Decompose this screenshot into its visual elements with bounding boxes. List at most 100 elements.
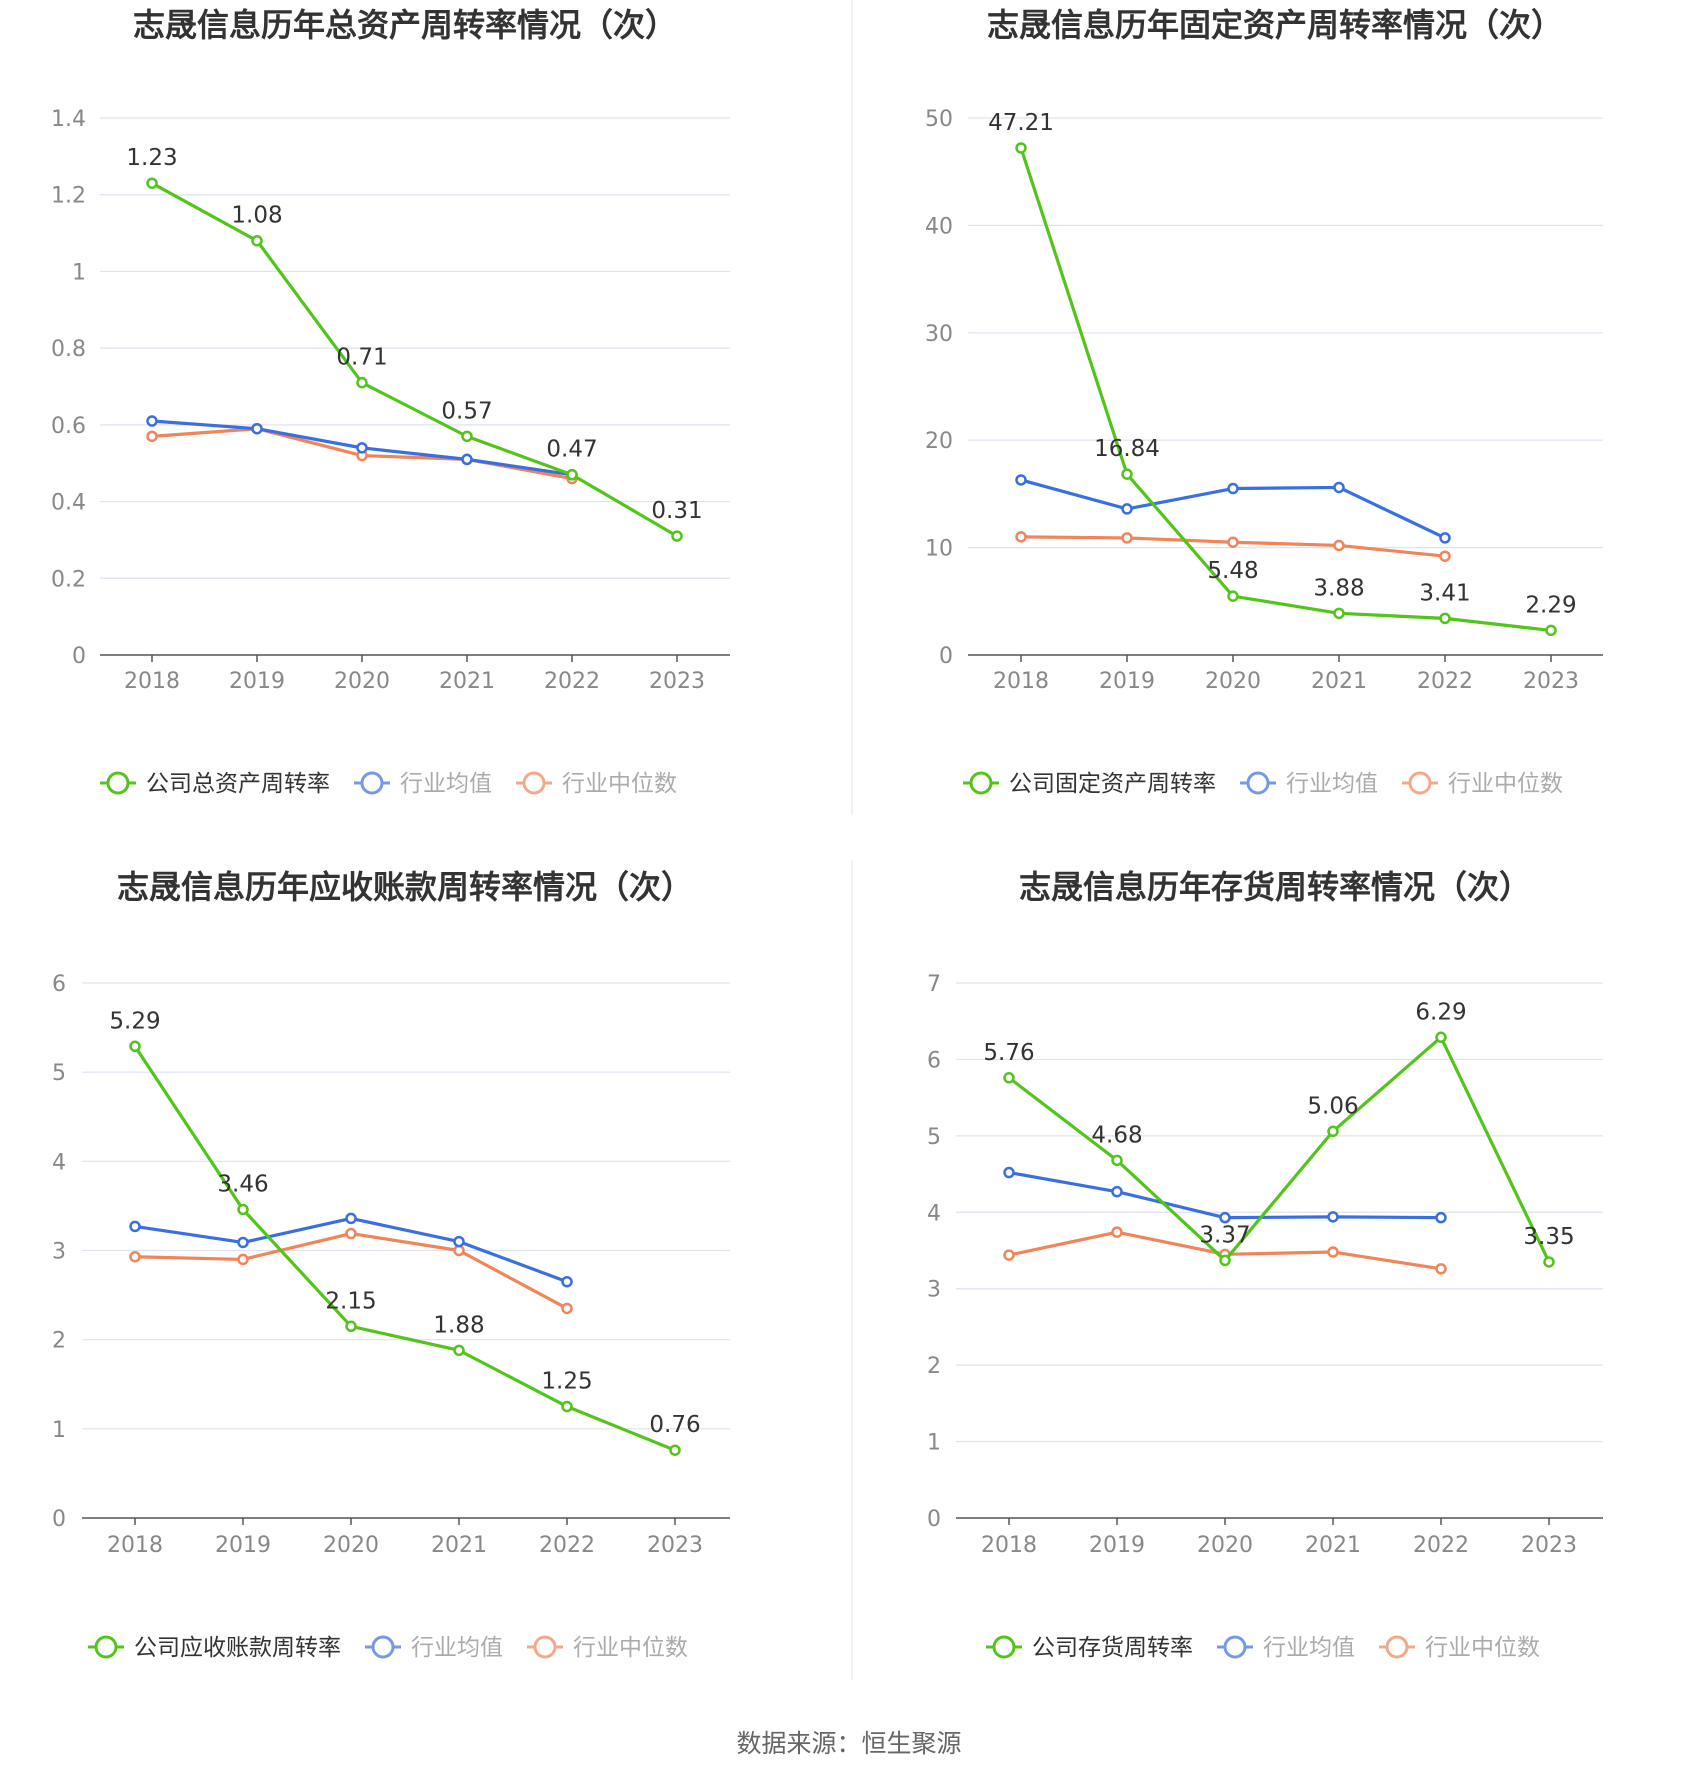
data-point-average: [453, 1235, 465, 1248]
legend-item-median: 行业中位数: [1379, 1635, 1540, 1661]
legend-marker: [1408, 771, 1432, 795]
x-tick-label: 2018: [981, 1533, 1037, 1558]
data-point-company: [356, 376, 368, 389]
data-label: 1.88: [433, 1312, 484, 1338]
legend-item-average: 行业均值: [1217, 1635, 1355, 1661]
chart-title: 志晟信息历年总资产周转率情况（次）: [133, 6, 677, 44]
y-tick-label: 1: [927, 1431, 941, 1456]
data-label: 5.29: [109, 1008, 160, 1034]
data-point-median: [1327, 1246, 1339, 1258]
x-tick-label: 2022: [544, 669, 600, 694]
data-point-average: [1015, 474, 1027, 486]
chart-title: 志晟信息历年固定资产周转率情况（次）: [987, 6, 1563, 44]
y-tick-label: 30: [925, 322, 953, 347]
legend-label: 行业均值: [1263, 1635, 1355, 1661]
data-point-median: [237, 1253, 249, 1266]
legend-label: 公司存货周转率: [1032, 1635, 1193, 1661]
legend-item-median: 行业中位数: [516, 771, 677, 797]
data-point-average: [1003, 1166, 1015, 1179]
y-tick-label: 2: [927, 1354, 941, 1379]
legend-marker: [371, 1635, 395, 1659]
x-tick-label: 2019: [215, 1533, 271, 1558]
legend-label: 公司总资产周转率: [146, 771, 330, 797]
y-tick-label: 5: [927, 1125, 941, 1150]
data-label: 6.29: [1415, 999, 1466, 1025]
data-point-company: [237, 1203, 249, 1216]
y-tick-label: 1.4: [51, 107, 86, 132]
data-point-median: [453, 1244, 465, 1257]
y-tick-label: 0.2: [51, 567, 86, 592]
x-tick-label: 2023: [649, 669, 705, 694]
y-tick-label: 40: [925, 214, 953, 239]
x-tick-label: 2021: [439, 669, 495, 694]
data-label: 16.84: [1094, 436, 1160, 462]
legend-marker: [360, 771, 384, 795]
legend-item-average: 行业均值: [365, 1635, 503, 1661]
data-point-average: [129, 1220, 141, 1233]
data-label: 5.06: [1307, 1093, 1358, 1119]
legend-label: 行业均值: [411, 1635, 503, 1661]
data-point-company: [1327, 1125, 1339, 1138]
data-source-text: 数据来源：恒生聚源: [736, 1729, 961, 1758]
legend-label: 行业中位数: [1448, 771, 1563, 797]
data-point-company: [1015, 142, 1027, 154]
data-label: 5.48: [1207, 558, 1258, 584]
data-point-company: [1227, 590, 1239, 602]
x-tick-label: 2018: [107, 1533, 163, 1558]
data-point-company: [1121, 468, 1133, 480]
y-tick-label: 4: [927, 1201, 941, 1226]
data-point-average: [251, 422, 263, 435]
legend-marker: [533, 1635, 557, 1659]
data-point-median: [345, 1227, 357, 1240]
data-point-median: [146, 430, 158, 443]
data-point-company: [1003, 1072, 1015, 1084]
data-point-average: [345, 1212, 357, 1225]
legend-marker: [1223, 1635, 1247, 1659]
data-point-company: [1435, 1031, 1447, 1044]
data-point-average: [237, 1236, 249, 1249]
data-label: 1.23: [126, 145, 177, 171]
legend-marker: [1385, 1635, 1409, 1659]
data-point-median: [1003, 1249, 1015, 1261]
x-tick-label: 2021: [431, 1533, 487, 1558]
y-tick-label: 2: [52, 1329, 66, 1354]
data-label: 2.29: [1525, 592, 1576, 618]
data-point-median: [1439, 550, 1451, 562]
legend-label: 行业中位数: [573, 1635, 688, 1661]
x-tick-label: 2020: [323, 1533, 379, 1558]
data-point-company: [1219, 1254, 1231, 1267]
y-tick-label: 3: [927, 1278, 941, 1303]
x-tick-label: 2018: [993, 669, 1049, 694]
legend: 公司总资产周转率 行业均值 行业中位数: [100, 771, 677, 797]
legend-item-median: 行业中位数: [1402, 771, 1563, 797]
y-tick-label: 3: [52, 1240, 66, 1265]
y-tick-label: 7: [927, 972, 941, 997]
data-point-median: [1121, 532, 1133, 544]
data-label: 3.46: [217, 1171, 268, 1197]
data-point-company: [561, 1400, 573, 1413]
data-label: 3.35: [1523, 1224, 1574, 1250]
data-point-median: [1111, 1226, 1123, 1238]
series-line-company: [133, 1045, 676, 1452]
series-line-average: [1008, 1170, 1442, 1220]
y-tick-label: 0.4: [51, 491, 86, 516]
data-label: 0.31: [651, 498, 702, 524]
data-point-median: [1227, 536, 1239, 548]
y-tick-label: 10: [925, 537, 953, 562]
legend-item-company: 公司存货周转率: [986, 1635, 1193, 1661]
data-point-average: [146, 415, 158, 427]
legend-marker: [522, 771, 546, 795]
x-tick-label: 2018: [124, 669, 180, 694]
series-line-company: [151, 181, 678, 538]
legend-item-company: 公司总资产周转率: [100, 771, 330, 797]
y-tick-label: 1: [72, 260, 86, 285]
data-label: 2.15: [325, 1288, 376, 1314]
data-point-median: [1015, 531, 1027, 543]
x-tick-label: 2022: [539, 1533, 595, 1558]
x-tick-label: 2019: [1099, 669, 1155, 694]
data-label: 0.76: [649, 1412, 700, 1438]
data-label: 1.08: [231, 203, 282, 229]
data-point-average: [1435, 1211, 1447, 1224]
y-tick-label: 4: [52, 1150, 66, 1175]
chart-panel-3: 志晟信息历年应收账款周转率情况（次） 0 1 2 3 4 5 6 2018 2019 2020 202…: [52, 868, 730, 1661]
